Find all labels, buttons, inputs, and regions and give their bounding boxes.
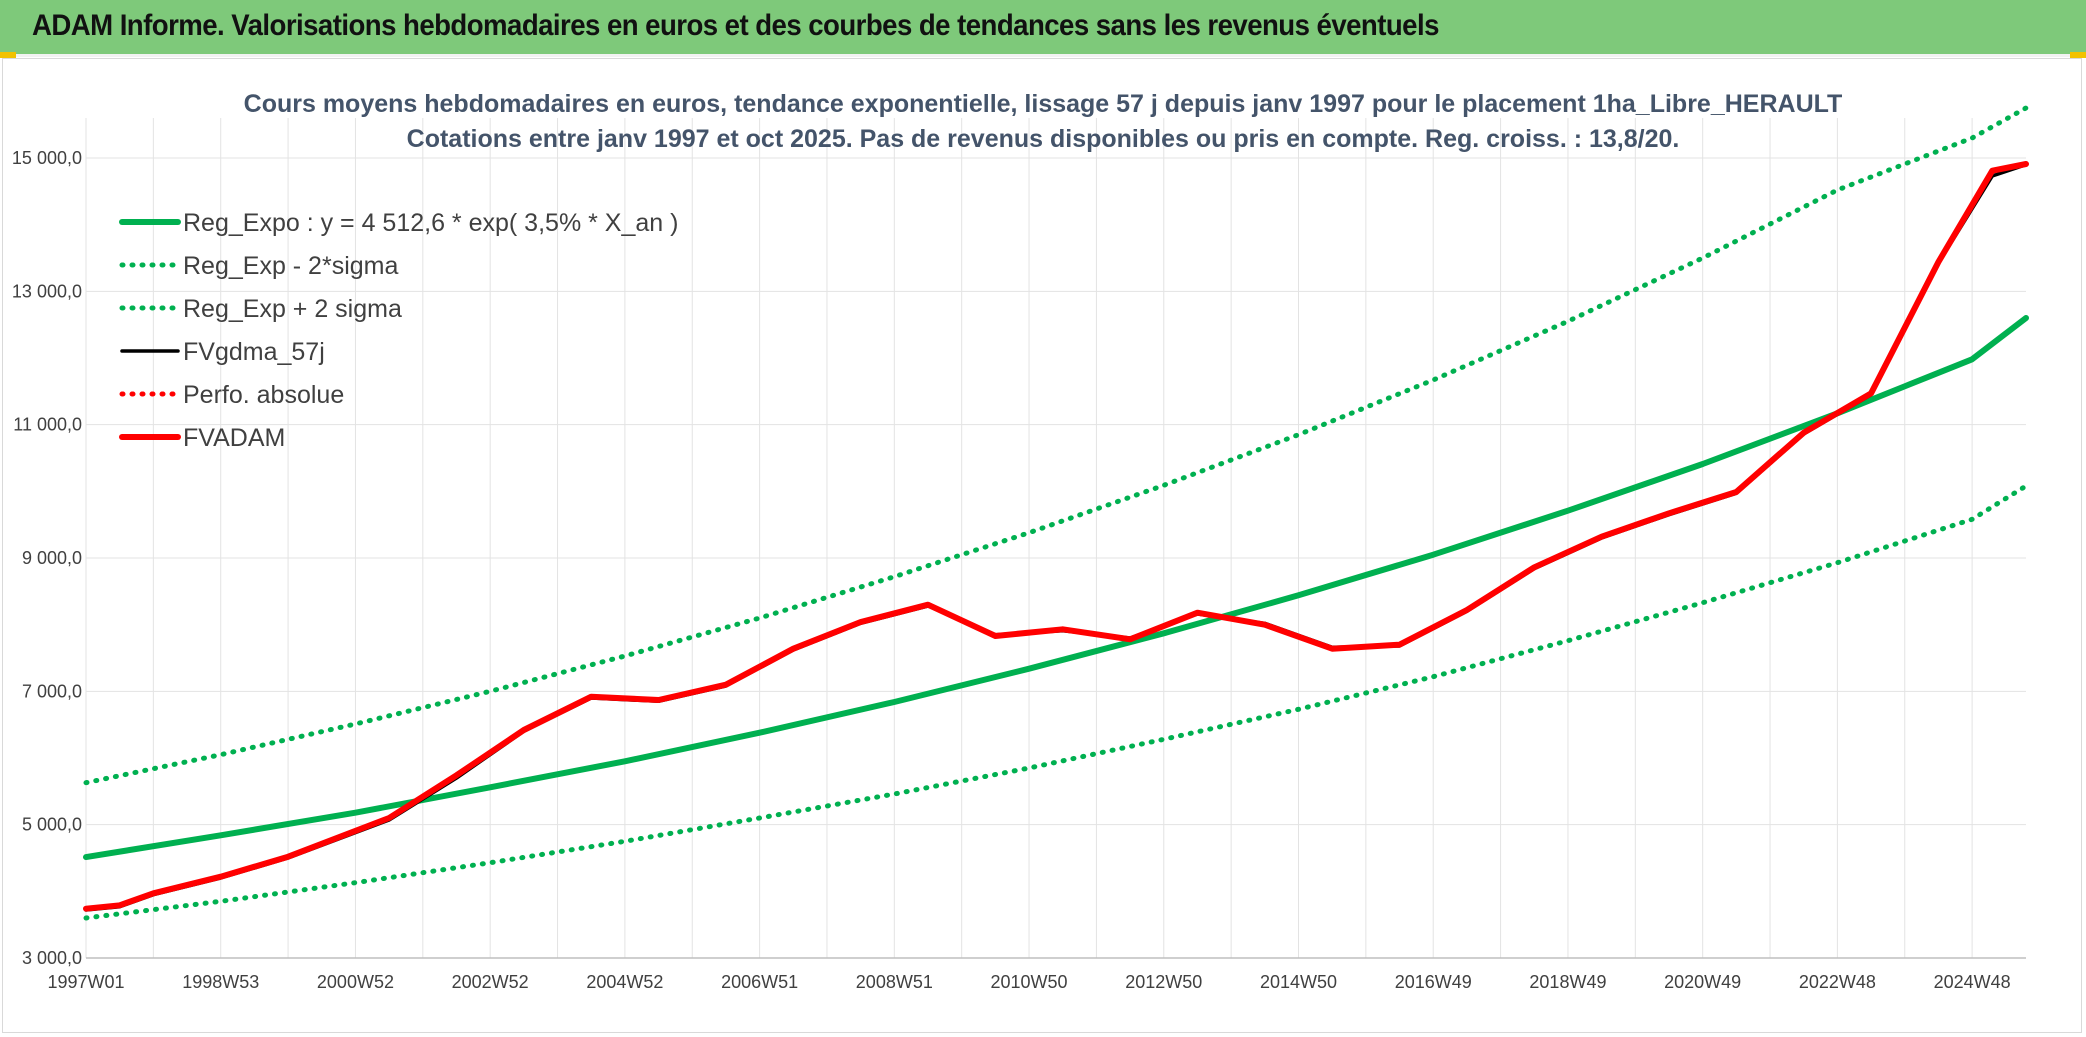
x-tick-label: 2010W50 — [991, 972, 1068, 992]
y-tick-label: 3 000,0 — [22, 948, 82, 968]
legend-label: Reg_Expo : y = 4 512,6 * exp( 3,5% * X_a… — [183, 209, 678, 237]
report-title: ADAM Informe. Valorisations hebdomadaire… — [32, 9, 1439, 42]
y-tick-label: 13 000,0 — [12, 281, 82, 301]
y-tick-label: 15 000,0 — [12, 148, 82, 168]
x-tick-label: 2012W50 — [1125, 972, 1202, 992]
y-tick-label: 5 000,0 — [22, 815, 82, 835]
x-tick-label: 2022W48 — [1799, 972, 1876, 992]
x-tick-label: 2018W49 — [1529, 972, 1606, 992]
x-tick-label: 2000W52 — [317, 972, 394, 992]
legend-label: FVADAM — [183, 424, 285, 452]
x-tick-label: 2016W49 — [1395, 972, 1472, 992]
chart-title-line: Cours moyens hebdomadaires en euros, ten… — [244, 90, 1843, 118]
corner-mark-left — [0, 52, 16, 58]
x-tick-label: 1997W01 — [47, 972, 124, 992]
chart-title-line: Cotations entre janv 1997 et oct 2025. P… — [407, 125, 1680, 153]
x-tick-label: 2008W51 — [856, 972, 933, 992]
y-tick-label: 11 000,0 — [13, 415, 82, 435]
corner-mark-right — [2070, 52, 2086, 58]
x-tick-label: 1998W53 — [182, 972, 259, 992]
series-line-reg-exp-2-sigma — [83, 483, 2029, 921]
series-line-reg-expo-y-4-512-6-exp-3-5-x-an — [83, 315, 2029, 861]
x-tick-label: 2020W49 — [1664, 972, 1741, 992]
x-tick-label: 2024W48 — [1934, 972, 2011, 992]
series-line-reg-exp-2-sigma — [83, 105, 2029, 786]
chart-frame — [2, 58, 2082, 1033]
report-banner: ADAM Informe. Valorisations hebdomadaire… — [0, 0, 2086, 57]
x-tick-label: 2014W50 — [1260, 972, 1337, 992]
x-tick-label: 2004W52 — [586, 972, 663, 992]
legend-label: Reg_Exp + 2 sigma — [183, 295, 402, 323]
y-tick-label: 7 000,0 — [22, 681, 82, 701]
x-tick-label: 2006W51 — [721, 972, 798, 992]
y-tick-label: 9 000,0 — [22, 548, 82, 568]
legend-label: Reg_Exp - 2*sigma — [183, 252, 398, 280]
x-tick-label: 2002W52 — [452, 972, 529, 992]
legend-label: Perfo. absolue — [183, 381, 344, 409]
series-line-fvadam — [83, 161, 2029, 912]
legend-label: FVgdma_57j — [183, 338, 325, 366]
